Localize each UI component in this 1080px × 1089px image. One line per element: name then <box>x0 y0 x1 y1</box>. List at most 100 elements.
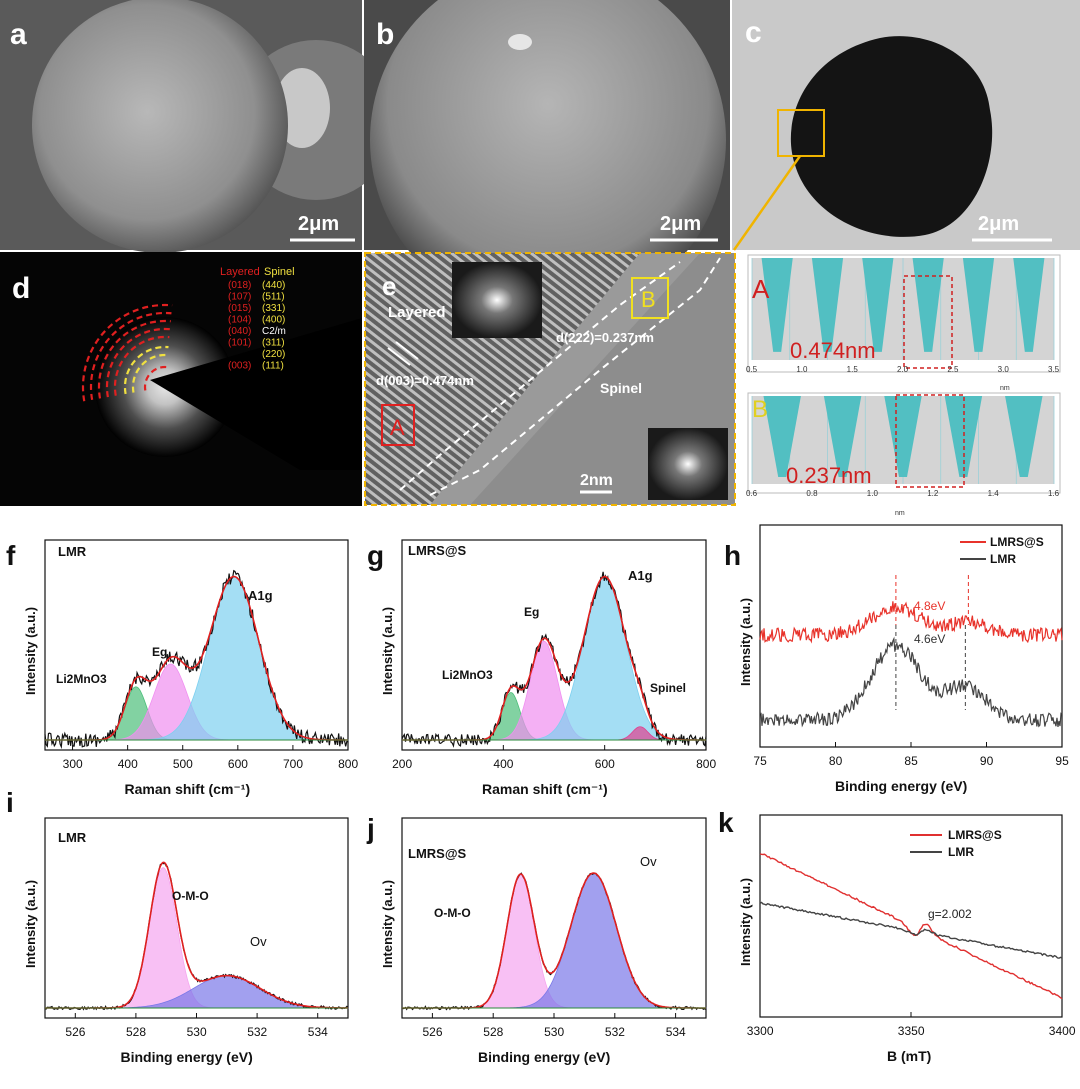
peak-label-ov: Ov <box>250 934 267 949</box>
region-b-box <box>631 277 669 319</box>
profile-tick-label: 0.6 <box>746 489 758 498</box>
ring-index-layered: (101) <box>228 338 251 349</box>
profile-a-axis: 0.5 1.0 1.5 2.0 2.5 3.0 3.5 <box>746 365 1060 374</box>
profile-tick-label: 1.0 <box>796 365 808 374</box>
diffraction-ring <box>143 365 167 391</box>
panel-a-scale-label: 2μm <box>298 213 339 235</box>
legend-spinel-label: Spinel <box>264 266 295 278</box>
panel-c-scale-label: 2μm <box>978 213 1019 235</box>
x-tick-label: 75 <box>753 754 767 768</box>
panel-g-letter: g <box>367 540 384 571</box>
x-tick-label: 400 <box>118 757 138 771</box>
x-tick-label: 85 <box>904 754 918 768</box>
x-tick-label: 700 <box>283 757 303 771</box>
x-tick-label: 800 <box>338 757 358 771</box>
peak-label-omo: O-M-O <box>434 906 471 920</box>
intensity-profile-bar <box>912 258 944 352</box>
diffraction-rings <box>81 303 173 402</box>
d003-spacing-label: d(003)=0.474nm <box>376 373 474 388</box>
peak-label-spinel: Spinel <box>650 681 686 695</box>
intensity-profile-bar <box>1013 258 1045 352</box>
intensity-profile-bar <box>884 396 922 477</box>
ring-index-spinel: (400) <box>262 315 285 326</box>
x-axis-label: Binding energy (eV) <box>835 778 967 794</box>
panel-e-letter: e <box>382 271 396 301</box>
sem-sphere <box>32 0 288 253</box>
ring-index-layered: (003) <box>228 361 251 372</box>
profile-tick-label: 1.6 <box>1048 489 1060 498</box>
profile-b-plot <box>751 396 1055 484</box>
panel-a-letter: a <box>10 18 27 51</box>
diffraction-ring <box>113 335 170 396</box>
y-axis-label: Intensity (a.u.) <box>23 880 38 968</box>
x-tick-label: 200 <box>392 757 412 771</box>
diffraction-ring <box>131 353 168 393</box>
region-a-box <box>381 404 415 446</box>
x-tick-label: 600 <box>228 757 248 771</box>
layered-label: Layered <box>388 304 446 321</box>
ring-index-spinel: C2/m <box>262 326 286 337</box>
fft-inset-spinel <box>648 428 728 500</box>
panel-a: a 2μm <box>0 0 396 253</box>
panel-e-scale-label: 2nm <box>580 472 613 489</box>
x-tick-label: 528 <box>126 1025 146 1039</box>
plot-frame <box>759 814 1063 1018</box>
peak-label-ov: Ov <box>640 854 657 869</box>
panel-e: e Layered Spinel d(003)=0.474nm d(222)=0… <box>364 252 736 506</box>
panel-i-sample-label: LMR <box>58 830 87 845</box>
fringe-marker <box>387 347 411 366</box>
profile-a-highlight <box>903 275 953 369</box>
fit-peak-ov <box>402 872 706 1009</box>
x-tick-label: 526 <box>423 1025 443 1039</box>
intensity-profile-bar <box>763 396 801 477</box>
profile-b-unit: nm <box>895 510 905 517</box>
x-tick-label: 80 <box>829 754 843 768</box>
panel-k-letter: k <box>718 807 734 838</box>
diffraction-ring <box>105 327 171 398</box>
peak-label-a1g: A1g <box>248 588 273 603</box>
profile-a-unit: nm <box>1000 385 1010 392</box>
panel-g-sample-label: LMRS@S <box>408 543 467 558</box>
x-tick-label: 530 <box>187 1025 207 1039</box>
profile-tick-label: 0.5 <box>746 365 758 374</box>
intensity-profile-bar <box>862 258 894 352</box>
profile-tick-label: 1.4 <box>988 489 1000 498</box>
fit-peak-a1g <box>45 576 349 741</box>
region-b-label: B <box>641 287 656 312</box>
x-tick-label: 534 <box>308 1025 328 1039</box>
sem-sphere <box>370 0 726 318</box>
legend-label: LMRS@S <box>990 535 1044 549</box>
tem-zoom-box <box>777 109 825 157</box>
panel-f-letter: f <box>6 540 16 571</box>
ring-index-layered: (104) <box>228 315 251 326</box>
x-axis-label: Binding energy (eV) <box>478 1049 610 1065</box>
xps-mn3s-chart: 75 80 85 90 95 Binding energy (eV) Intensity (… <box>738 524 1069 794</box>
profile-b-axis: 0.6 0.8 1.0 1.2 1.4 1.6 <box>746 489 1060 498</box>
panel-d-letter: d <box>12 272 30 305</box>
profile-a-letter: A <box>752 274 770 304</box>
g-factor-label: g=2.002 <box>928 907 972 921</box>
x-tick-label: 90 <box>980 754 994 768</box>
d222-spacing-label: d(222)=0.237nm <box>556 330 654 345</box>
ring-index-spinel: (511) <box>262 292 285 303</box>
x-tick-label: 600 <box>595 757 615 771</box>
panel-e-frame <box>364 252 736 506</box>
profile-b-letter: B <box>752 396 768 423</box>
raman-chart-lmrs: 200 400 600 800 Raman shift (cm⁻¹) Intensity … <box>380 539 716 797</box>
intensity-profile-bar <box>823 396 862 477</box>
x-tick-label: 400 <box>493 757 513 771</box>
x-tick-label: 532 <box>605 1025 625 1039</box>
panel-f-sample-label: LMR <box>58 544 87 559</box>
tem-particle <box>790 36 993 237</box>
epr-chart: 3300 3350 3400 B (mT) Intensity (a.u.) LMRS@S… <box>738 814 1076 1064</box>
ring-index-spinel: (311) <box>262 338 285 349</box>
profile-tick-label: 1.5 <box>847 365 859 374</box>
phase-boundary-line <box>399 261 681 491</box>
intensity-profile-bar <box>811 258 844 352</box>
profile-tick-label: 1.2 <box>927 489 939 498</box>
diffraction-ring <box>97 319 171 399</box>
legend-label: LMR <box>948 845 974 859</box>
y-axis-label: Intensity (a.u.) <box>738 598 753 686</box>
x-tick-label: 534 <box>666 1025 686 1039</box>
fit-peak-ov <box>45 975 349 1009</box>
